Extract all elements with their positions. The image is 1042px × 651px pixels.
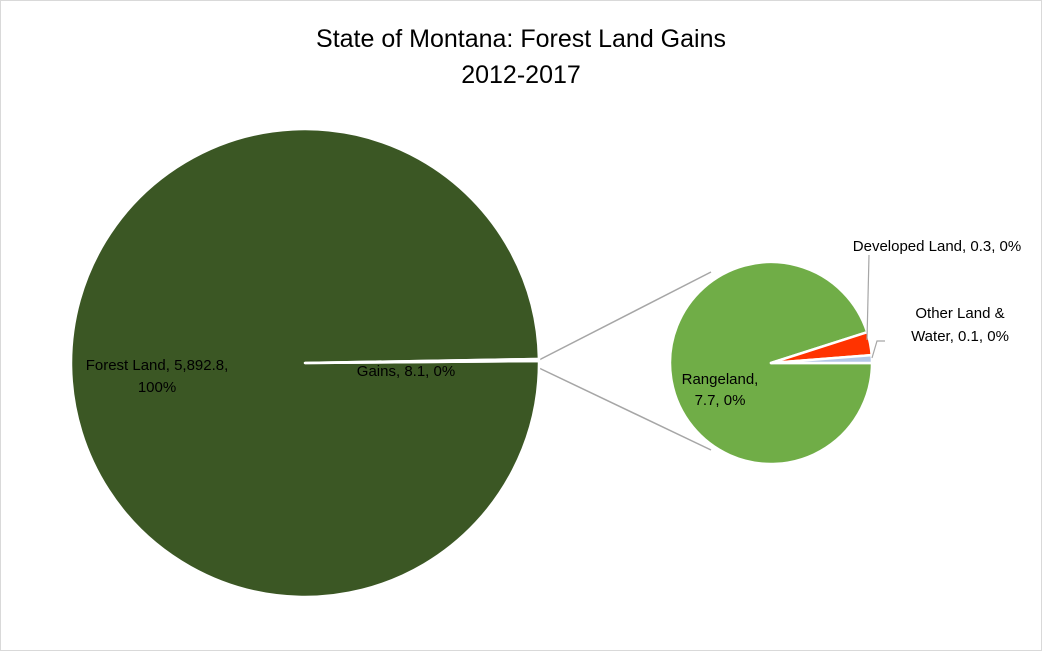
main-pie [69, 127, 541, 599]
pie-slice-other-land-water [769, 353, 874, 365]
data-label-gains: Gains, 8.1, 0% [357, 363, 455, 380]
pie-slice-gains [303, 357, 541, 365]
connector-line-bottom [538, 367, 712, 451]
data-label-other-line1: Other Land & [915, 305, 1004, 322]
secondary-pie [668, 260, 874, 466]
data-label-forest-line1: Forest Land, 5,892.8, [86, 357, 229, 374]
leader-line-other [871, 340, 885, 359]
data-label-rangeland-line2: 7.7, 0% [695, 392, 746, 409]
connector-line-top [538, 271, 712, 361]
leader-line-developed [866, 254, 870, 341]
data-label-developed: Developed Land, 0.3, 0% [853, 238, 1021, 255]
data-label-other-line2: Water, 0.1, 0% [911, 328, 1009, 345]
data-label-forest-line2: 100% [138, 379, 176, 396]
chart-subtitle: 2012-2017 [461, 61, 581, 89]
data-label-rangeland-line1: Rangeland, [682, 371, 759, 388]
chart-title: State of Montana: Forest Land Gains [316, 25, 726, 53]
